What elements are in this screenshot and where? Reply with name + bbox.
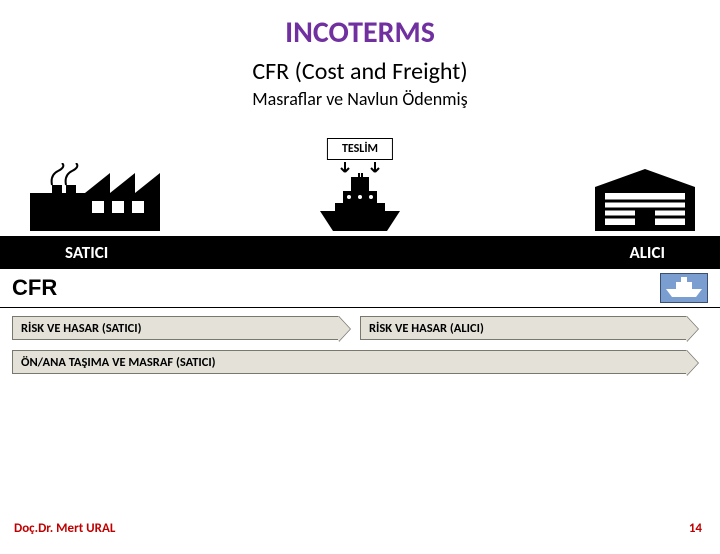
page-title: INCOTERMS: [0, 14, 720, 51]
ship-icon: [315, 173, 405, 238]
cost-row: ÖN/ANA TAŞIMA VE MASRAF (SATICI): [12, 350, 708, 376]
risk-buyer-bar: RİSK VE HASAR (ALICI): [360, 316, 687, 340]
teslim-box: TESLİM: [327, 138, 393, 160]
slide-footer: Doç.Dr. Mert URAL 14: [14, 521, 702, 536]
incoterms-diagram: TESLİM: [0, 138, 720, 268]
cfr-row: CFR: [0, 268, 720, 308]
cfr-code-label: CFR: [12, 275, 660, 301]
ship-mode-icon: [660, 273, 708, 303]
transport-cost-seller-bar: ÖN/ANA TAŞIMA VE MASRAF (SATICI): [12, 350, 687, 374]
buyer-label: ALICI: [629, 242, 665, 263]
risk-row: RİSK VE HASAR (SATICI) RİSK VE HASAR (AL…: [12, 316, 708, 342]
warehouse-icon: [595, 169, 695, 236]
risk-cost-bars: RİSK VE HASAR (SATICI) RİSK VE HASAR (AL…: [0, 316, 720, 376]
page-number: 14: [689, 521, 702, 536]
seller-label: SATICI: [65, 242, 108, 263]
subtitle-english: CFR (Cost and Freight): [0, 57, 720, 86]
subtitle-turkish: Masraflar ve Navlun Ödenmiş: [0, 88, 720, 110]
author-label: Doç.Dr. Mert URAL: [14, 521, 115, 536]
factory-icon: [30, 163, 160, 236]
risk-seller-bar: RİSK VE HASAR (SATICI): [12, 316, 339, 340]
